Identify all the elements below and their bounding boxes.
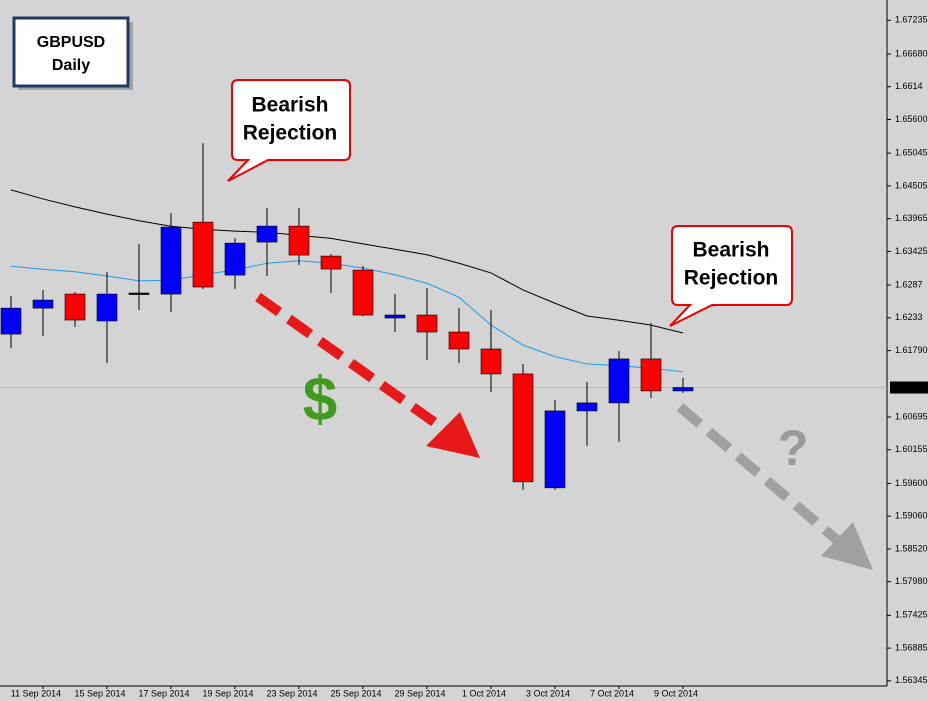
- candle-body: [640, 358, 662, 392]
- candle-body: [480, 348, 502, 375]
- y-tick-label: 1.56885: [895, 642, 928, 652]
- candle-body: [288, 225, 310, 256]
- annotation: Rejection: [684, 267, 779, 290]
- callout: Bearish Rejection: [227, 79, 351, 182]
- y-tick-label: 1.57980: [895, 576, 928, 586]
- candle-body: [512, 373, 534, 483]
- candle-body: [384, 314, 406, 319]
- callout-box: [669, 225, 793, 327]
- candle-body: [448, 331, 470, 350]
- y-tick-label: 1.63425: [895, 246, 928, 256]
- question-mark: ?: [778, 420, 809, 476]
- annotation: Bearish: [251, 94, 328, 117]
- annotation: Bearish: [692, 239, 769, 262]
- x-tick-label: 3 Oct 2014: [526, 688, 570, 698]
- x-tick-label: 17 Sep 2014: [138, 688, 189, 698]
- chart-subtitle: Daily: [52, 57, 90, 74]
- plot: 1.67235 1.66680 1.6614 1.65600 1.65045 1.6450…: [0, 15, 928, 698]
- y-tick-label: 1.60695: [895, 411, 928, 421]
- candle-body: [256, 225, 278, 243]
- arrow-shaft: [676, 403, 847, 549]
- y-tick-label: 1.6233: [895, 312, 923, 322]
- arrow-shaft: [255, 292, 451, 437]
- candle-body: [672, 387, 694, 392]
- y-tick-label: 1.63965: [895, 213, 928, 223]
- moving-average: [10, 189, 684, 334]
- x-tick-label: 9 Oct 2014: [654, 688, 698, 698]
- candle-body: [64, 293, 86, 321]
- x-tick-label: 23 Sep 2014: [266, 688, 317, 698]
- callout: Bearish Rejection: [669, 225, 793, 327]
- candle-body: [544, 410, 566, 489]
- candle-body: [0, 307, 22, 335]
- y-tick-label: 1.60155: [895, 444, 928, 454]
- candle-body: [576, 402, 598, 412]
- candle-body: [416, 314, 438, 333]
- candle-body: [128, 292, 150, 295]
- box: [12, 16, 130, 88]
- y-tick-label: 1.58520: [895, 543, 928, 553]
- chart-title: GBPUSD: [37, 34, 105, 51]
- y-tick-label: 1.59600: [895, 478, 928, 488]
- arrow-head: [426, 412, 480, 458]
- candle-body: [192, 221, 214, 288]
- dollar-sign: $: [303, 365, 337, 434]
- candle-body: [32, 299, 54, 309]
- y-tick-label: 1.59060: [895, 511, 928, 521]
- x-tick-label: 25 Sep 2014: [330, 688, 381, 698]
- y-tick-label: 1.66680: [895, 48, 928, 58]
- x-tick-label: 11 Sep 2014: [11, 688, 61, 698]
- y-tick-label: 1.56345: [895, 675, 928, 685]
- x-tick-label: 15 Sep 2014: [74, 688, 125, 698]
- current-price-box: [890, 381, 928, 394]
- arrow-head: [821, 522, 873, 570]
- candle-body: [160, 226, 182, 295]
- candle-body: [224, 242, 246, 276]
- candle-body: [320, 255, 342, 270]
- callout-box: [227, 79, 351, 182]
- y-tick-label: 1.57425: [895, 610, 928, 620]
- current-price-label: 1.61181: [893, 382, 925, 392]
- y-tick-label: 1.6614: [895, 81, 923, 91]
- y-tick-label: 1.61790: [895, 345, 928, 355]
- red-arrow: [255, 292, 480, 458]
- y-tick-label: 1.65600: [895, 114, 928, 124]
- y-tick-label: 1.64505: [895, 180, 928, 190]
- y-tick-label: 1.67235: [895, 15, 928, 25]
- annotation: Rejection: [243, 122, 338, 145]
- title-box: GBPUSD Daily: [12, 16, 133, 90]
- candle-body: [608, 358, 630, 404]
- gray-arrow: [676, 403, 873, 570]
- x-tick-label: 7 Oct 2014: [590, 688, 634, 698]
- moving-average: [10, 260, 684, 373]
- candle-body: [352, 269, 374, 316]
- x-tick-label: 29 Sep 2014: [394, 688, 445, 698]
- y-tick-label: 1.65045: [895, 148, 928, 158]
- y-tick-label: 1.6287: [895, 279, 923, 289]
- x-tick-label: 19 Sep 2014: [202, 688, 253, 698]
- candle-body: [96, 293, 118, 322]
- x-tick-label: 1 Oct 2014: [462, 688, 506, 698]
